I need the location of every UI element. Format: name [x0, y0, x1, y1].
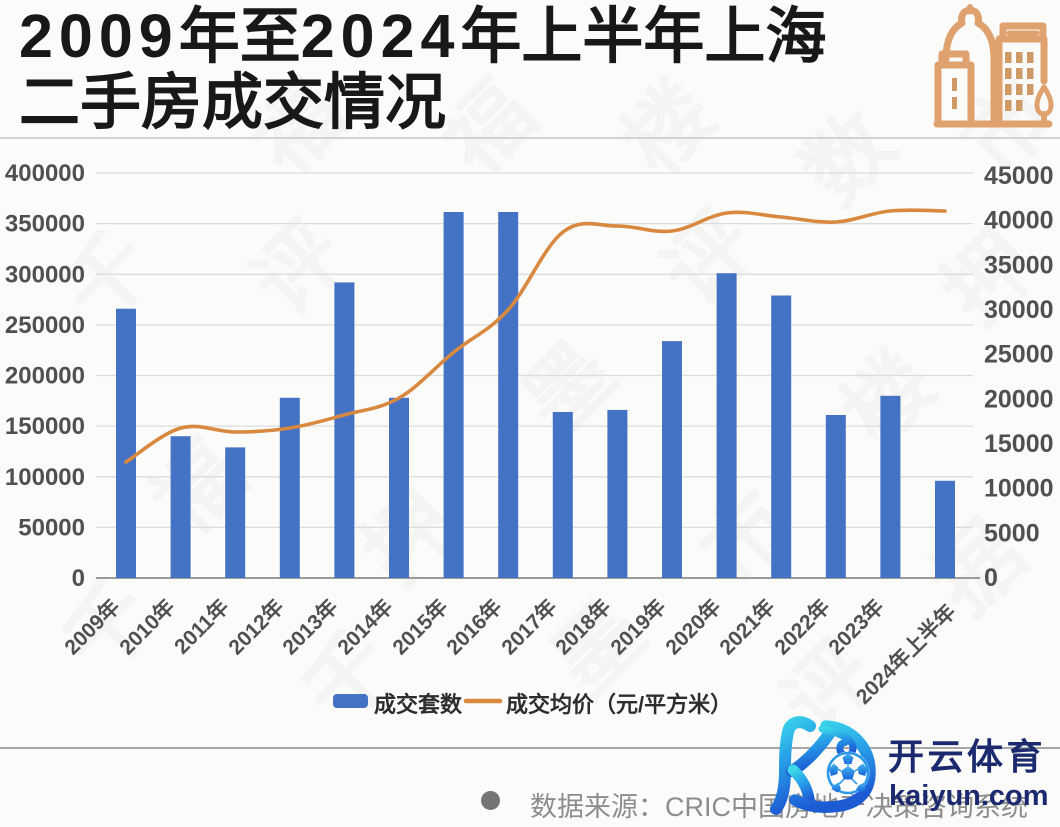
svg-text:300000: 300000: [5, 261, 85, 288]
svg-text:30000: 30000: [984, 296, 1054, 324]
svg-text:2009年: 2009年: [60, 595, 125, 660]
svg-text:2010年: 2010年: [115, 595, 180, 660]
svg-text:200000: 200000: [5, 363, 85, 390]
svg-text:25000: 25000: [984, 341, 1054, 369]
svg-text:2018年: 2018年: [551, 595, 616, 660]
svg-text:45000: 45000: [984, 162, 1054, 190]
svg-text:成交均价（元/平方米）: 成交均价（元/平方米）: [506, 692, 732, 717]
svg-text:2012年: 2012年: [224, 595, 289, 660]
svg-text:35000: 35000: [984, 251, 1054, 279]
svg-text:350000: 350000: [5, 211, 85, 238]
svg-text:0: 0: [72, 565, 85, 592]
svg-text:0: 0: [984, 564, 998, 592]
svg-text:2011年: 2011年: [169, 595, 233, 659]
svg-text:40000: 40000: [984, 207, 1054, 235]
svg-text:100000: 100000: [5, 464, 85, 491]
svg-text:15000: 15000: [984, 430, 1054, 458]
svg-text:250000: 250000: [5, 312, 85, 339]
svg-text:2017年: 2017年: [497, 595, 562, 660]
svg-text:20000: 20000: [984, 385, 1054, 413]
svg-text:50000: 50000: [18, 514, 85, 541]
svg-text:5000: 5000: [984, 519, 1040, 547]
svg-text:2016年: 2016年: [442, 595, 507, 660]
svg-text:150000: 150000: [5, 413, 85, 440]
svg-text:2014年: 2014年: [333, 595, 398, 660]
svg-text:2020年: 2020年: [661, 595, 726, 660]
svg-text:2023年: 2023年: [824, 595, 889, 660]
svg-text:2019年: 2019年: [606, 595, 671, 660]
svg-text:2021年: 2021年: [715, 595, 780, 660]
svg-text:2013年: 2013年: [278, 595, 343, 660]
svg-text:2015年: 2015年: [388, 595, 453, 660]
svg-text:10000: 10000: [984, 475, 1054, 503]
svg-text:成交套数: 成交套数: [374, 692, 463, 717]
svg-text:400000: 400000: [5, 160, 85, 187]
svg-text:2022年: 2022年: [770, 595, 835, 660]
svg-text:kaiyun.com: kaiyun.com: [889, 780, 1049, 812]
svg-text:开云体育: 开云体育: [888, 736, 1046, 777]
